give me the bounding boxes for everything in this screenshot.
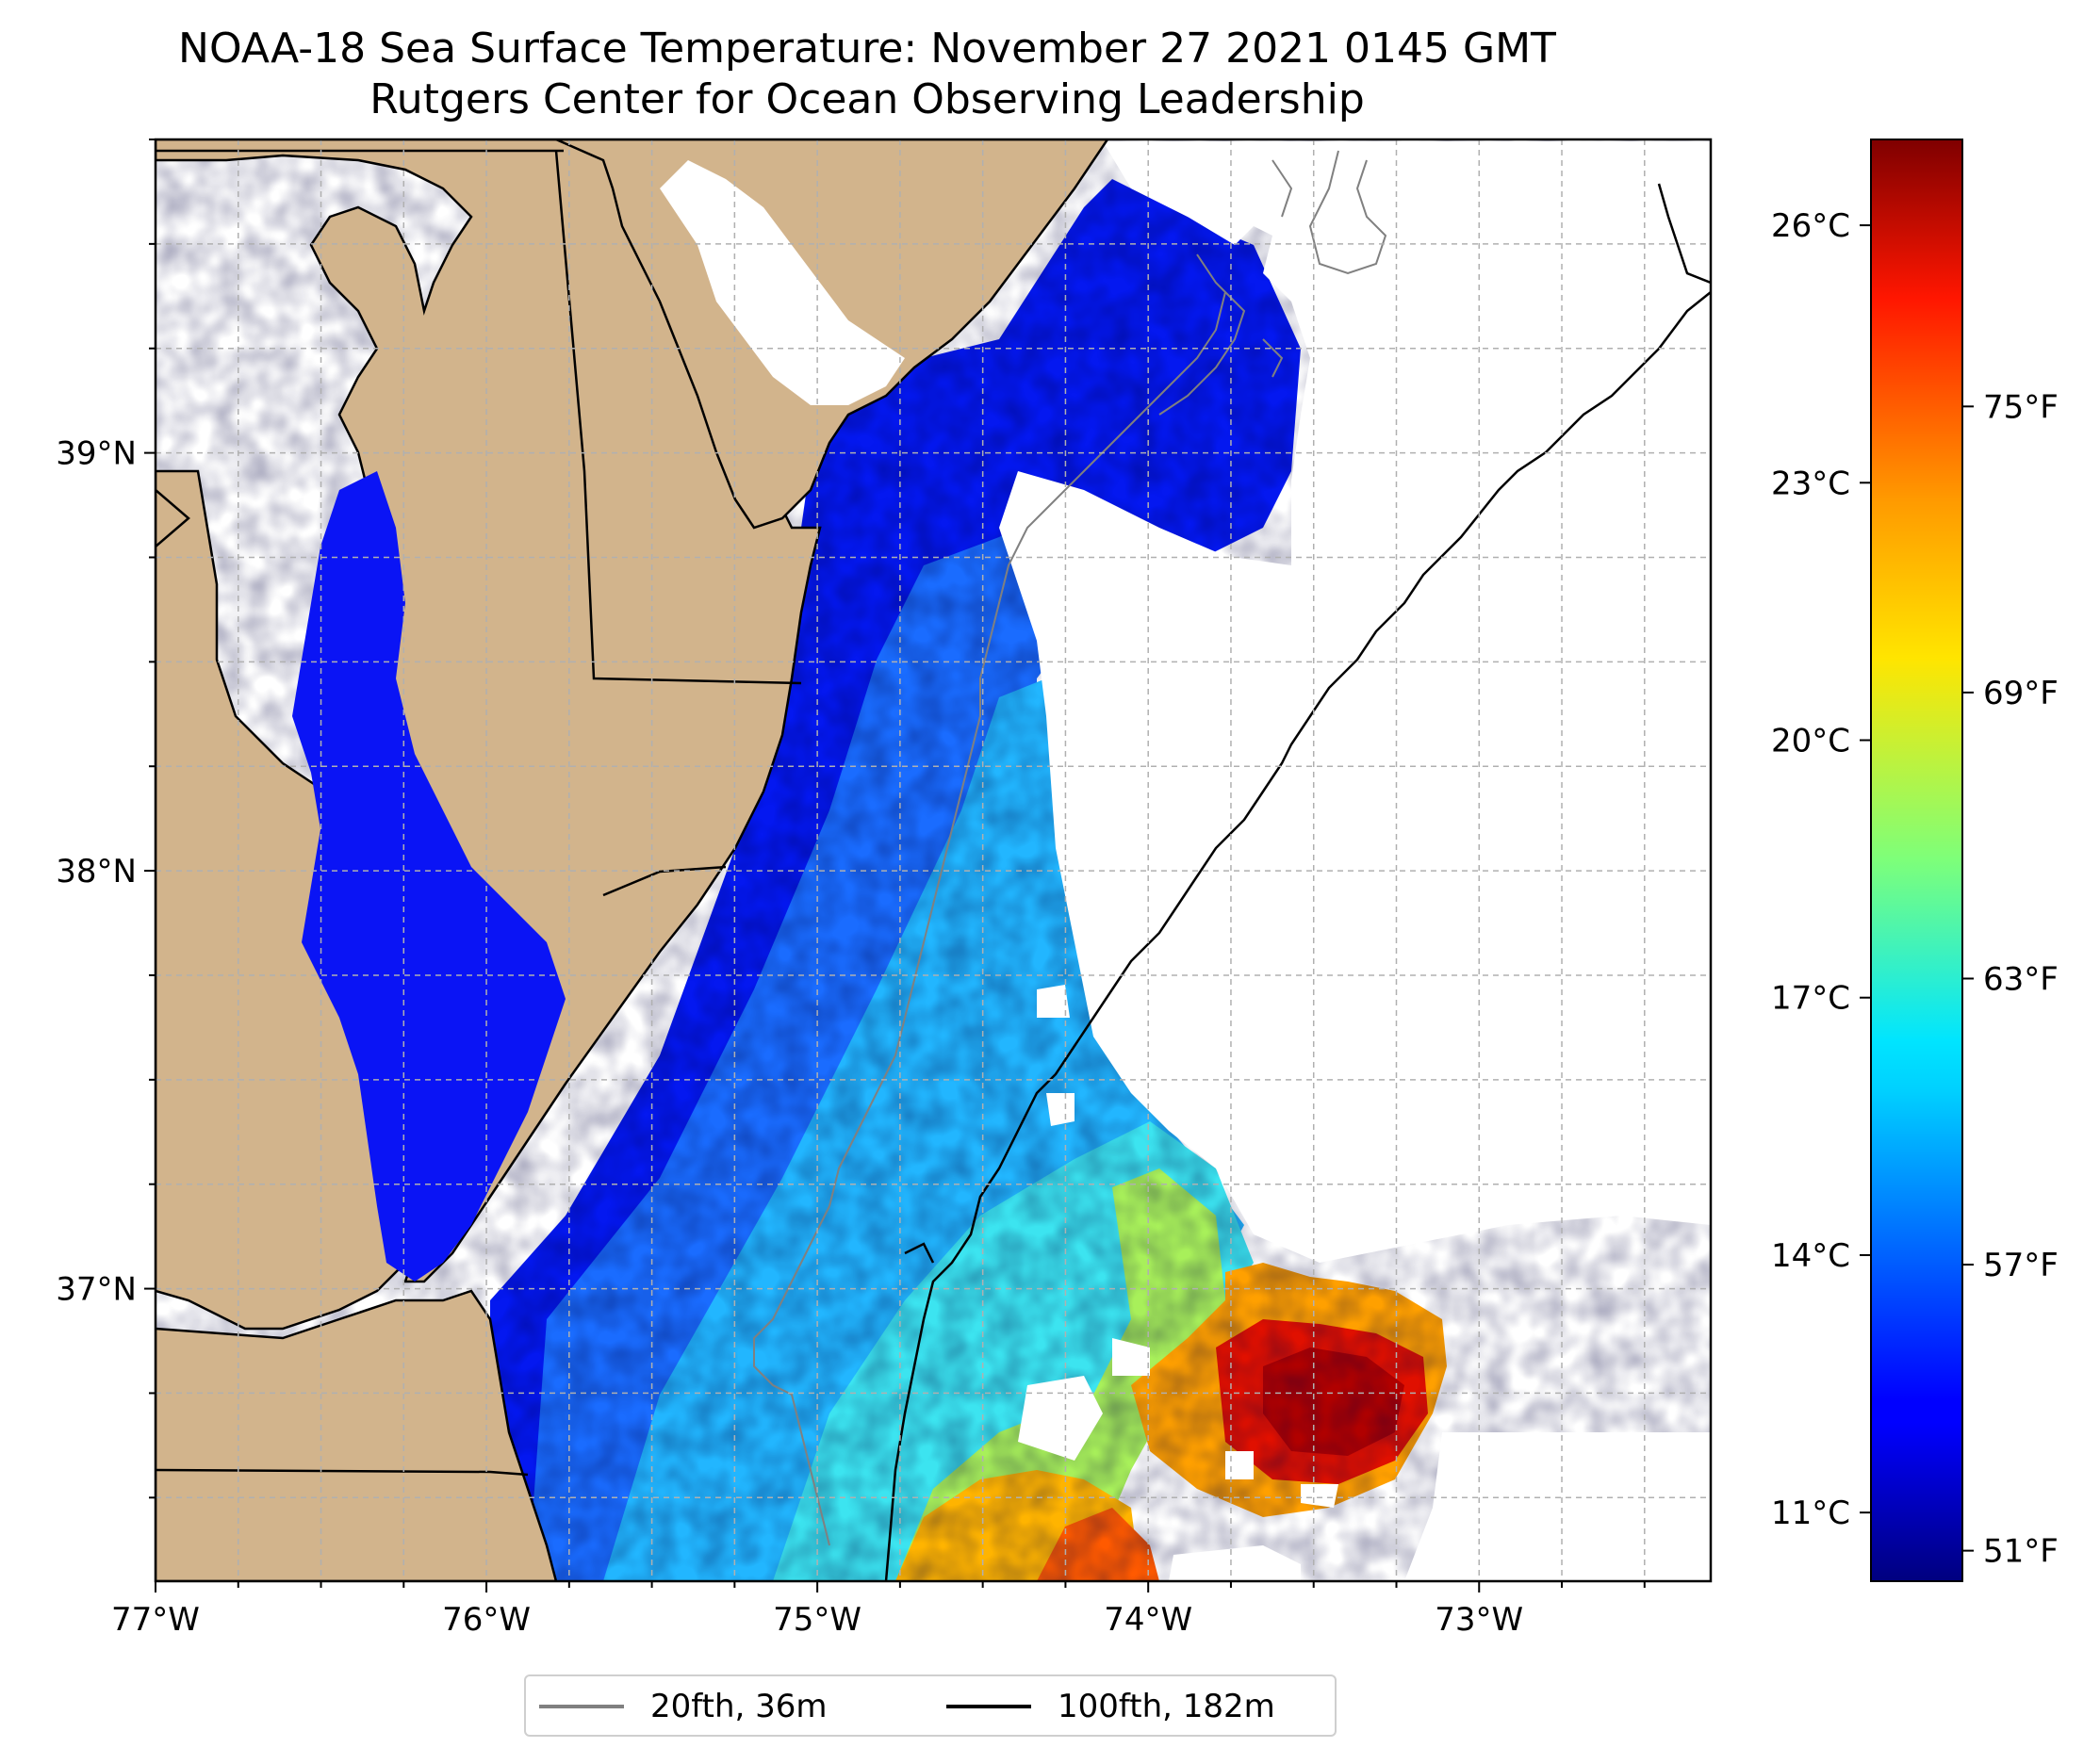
lat-tick-label: 38°N <box>56 853 137 890</box>
lon-tick-label: 74°W <box>1104 1601 1192 1639</box>
state-borders <box>156 149 802 1477</box>
colorbar-celsius-label: 20°C <box>1771 723 1850 760</box>
colorbar-fahrenheit-label: 57°F <box>1983 1247 2059 1284</box>
legend-swatch-100fth <box>946 1705 1031 1708</box>
colorbar-celsius-label: 11°C <box>1771 1494 1850 1532</box>
south-virginia-land <box>156 1289 558 1581</box>
colorbar-fahrenheit-label: 51°F <box>1983 1533 2059 1571</box>
chart-title: NOAA-18 Sea Surface Temperature: Novembe… <box>178 24 1556 73</box>
legend-swatch-20fth <box>539 1705 624 1708</box>
cloud-gaps <box>999 141 1711 1581</box>
map-frame <box>154 138 1713 1583</box>
longitude-axis: 77°W 76°W 75°W 74°W 73°W <box>111 1581 1646 1639</box>
legend-item-20fth: 20fth, 36m <box>539 1684 828 1729</box>
lon-tick-label: 75°W <box>773 1601 861 1639</box>
colorbar-fahrenheit-label: 63°F <box>1983 960 2059 998</box>
isobath-100fth <box>884 183 1711 1581</box>
legend: 20fth, 36m 100fth, 182m <box>524 1674 1337 1737</box>
lon-tick-label: 76°W <box>442 1601 531 1639</box>
lon-tick-label: 73°W <box>1435 1601 1523 1639</box>
map-plot-area <box>154 138 1713 1583</box>
colorbar: 11°C 14°C 17°C 20°C 23°C 26°C 51°F 57°F 63°F 69°… <box>1771 139 2059 1582</box>
colorbar-fahrenheit-label: 69°F <box>1983 675 2059 712</box>
isobath-20fth <box>753 150 1387 1546</box>
colorbar-celsius-axis: 11°C 14°C 17°C 20°C 23°C 26°C <box>1771 207 1871 1532</box>
legend-label-100fth: 100fth, 182m <box>1058 1688 1275 1725</box>
colorbar-celsius-label: 23°C <box>1771 465 1850 502</box>
colorbar-fahrenheit-label: 75°F <box>1983 388 2059 426</box>
lat-tick-label: 37°N <box>56 1271 137 1309</box>
colorbar-celsius-label: 17°C <box>1771 980 1850 1018</box>
chesapeake-bay-water <box>292 471 566 1282</box>
chart-subtitle: Rutgers Center for Ocean Observing Leade… <box>369 75 1365 123</box>
colorbar-gradient <box>1870 139 1963 1582</box>
lon-tick-label: 77°W <box>111 1601 200 1639</box>
legend-item-100fth: 100fth, 182m <box>946 1684 1275 1729</box>
colorbar-celsius-label: 26°C <box>1771 207 1850 245</box>
legend-label-20fth: 20fth, 36m <box>650 1688 828 1725</box>
delaware-bay-water <box>660 160 905 405</box>
latitude-axis: 37°N 38°N 39°N <box>56 139 156 1499</box>
land-masses <box>156 139 1109 1581</box>
colorbar-fahrenheit-axis: 51°F 57°F 63°F 69°F 75°F <box>1962 388 2059 1571</box>
colorbar-celsius-label: 14°C <box>1771 1237 1850 1275</box>
lat-tick-label: 39°N <box>56 435 137 473</box>
